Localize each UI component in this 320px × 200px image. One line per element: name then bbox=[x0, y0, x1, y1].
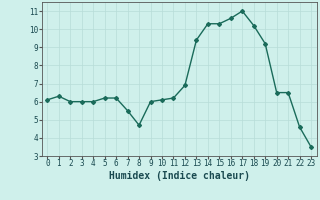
X-axis label: Humidex (Indice chaleur): Humidex (Indice chaleur) bbox=[109, 171, 250, 181]
